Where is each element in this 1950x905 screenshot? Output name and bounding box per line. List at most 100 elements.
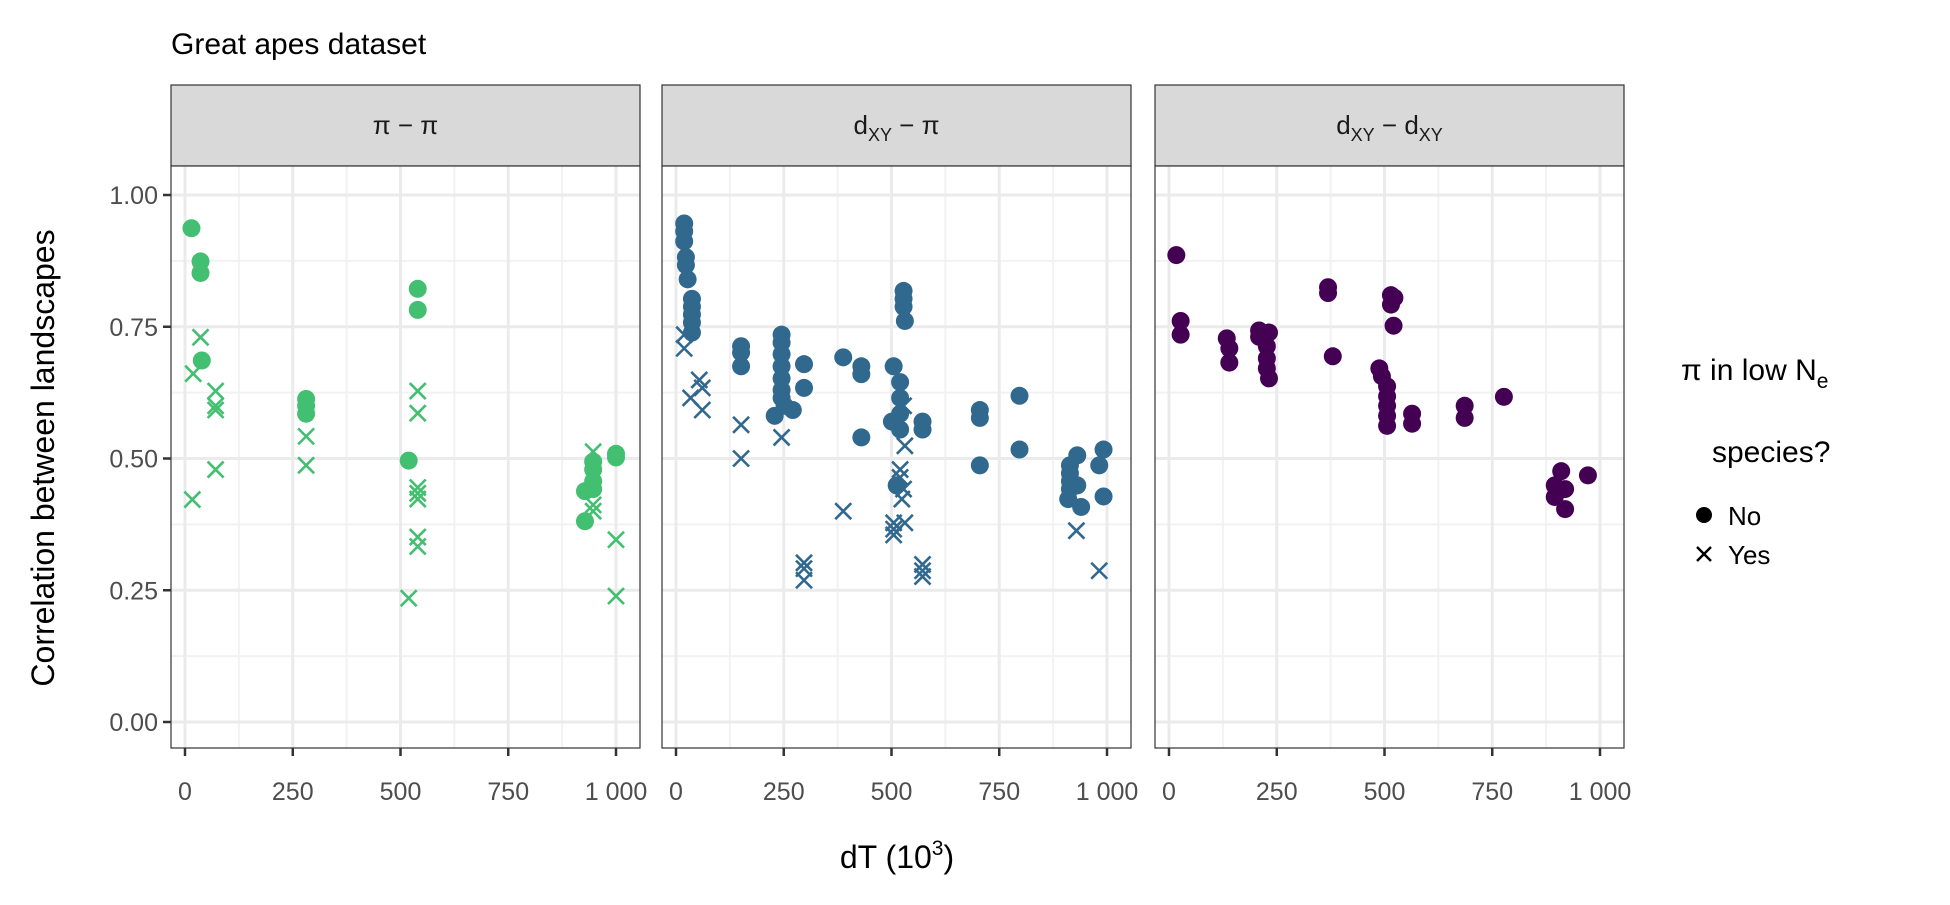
data-point-yes	[891, 460, 910, 479]
data-point-no	[732, 343, 751, 362]
data-point-yes	[206, 396, 225, 415]
x-tick-label: 750	[1471, 778, 1513, 806]
data-point-no	[884, 357, 903, 376]
data-point-yes	[206, 460, 225, 479]
x-tick-label: 250	[272, 778, 314, 806]
data-point-no	[678, 270, 697, 289]
data-point-yes	[408, 404, 427, 423]
x-axis-title-sup: 3	[932, 837, 944, 860]
y-tick-label: 0.75	[109, 314, 158, 342]
data-point-no	[891, 420, 910, 439]
data-point-no	[1090, 456, 1109, 475]
legend-title-main: π in low N	[1681, 354, 1817, 387]
data-point-no	[852, 365, 871, 384]
legend-title-line2: species?	[1712, 436, 1830, 469]
data-point-no	[192, 351, 211, 370]
data-point-yes	[834, 502, 853, 521]
legend-key-cross	[1696, 546, 1712, 562]
data-point-no	[1072, 497, 1091, 516]
data-point-yes	[408, 382, 427, 400]
data-point-yes	[191, 328, 210, 347]
data-point-yes	[891, 468, 910, 487]
data-point-no	[1094, 440, 1113, 459]
panel-border	[1154, 165, 1625, 749]
data-point-no	[1384, 316, 1403, 335]
legend-title-sub: e	[1817, 370, 1829, 393]
data-point-yes	[913, 561, 932, 580]
x-axis-title-main: dT (10	[840, 839, 932, 875]
x-tick-label: 0	[178, 778, 192, 806]
data-point-no	[1068, 476, 1087, 495]
data-point-yes	[732, 415, 751, 434]
data-point-yes	[675, 339, 694, 358]
data-point-no	[891, 388, 910, 407]
data-point-yes	[183, 490, 202, 509]
facet-strip	[661, 84, 1132, 167]
strip-label-text: π − π	[373, 110, 439, 140]
data-point-no	[1059, 490, 1078, 509]
facet-strip	[1154, 84, 1625, 167]
data-point-yes	[408, 537, 427, 556]
data-point-no	[1171, 325, 1190, 344]
data-point-yes	[1067, 521, 1086, 540]
strip-label-text: − π	[892, 110, 940, 140]
x-tick-label: 1 000	[1569, 778, 1632, 806]
data-point-yes	[607, 587, 625, 605]
data-point-no	[1323, 347, 1342, 366]
facet-strip-label: dXY − dXY	[1336, 110, 1443, 145]
data-point-yes	[584, 495, 603, 514]
data-point-no	[795, 355, 814, 374]
legend-label-yes: Yes	[1728, 540, 1770, 570]
data-point-no	[891, 373, 910, 392]
strip-label-subscript: XY	[1351, 125, 1375, 145]
facet-strip-label: π − π	[373, 110, 439, 140]
data-point-yes	[795, 571, 813, 590]
y-tick-label: 0.50	[109, 446, 158, 474]
data-point-no	[1385, 288, 1404, 307]
data-point-no	[795, 378, 814, 397]
data-point-no	[834, 348, 853, 367]
data-point-no	[1010, 440, 1029, 459]
data-point-no	[1378, 416, 1397, 435]
y-axis-title: Correlation between landscapes	[25, 229, 61, 686]
x-tick-label: 0	[1162, 778, 1176, 806]
data-point-yes	[895, 436, 914, 455]
x-axis-title-tail: )	[943, 839, 954, 875]
data-point-no	[408, 279, 427, 298]
chart-title: Great apes dataset	[171, 28, 427, 61]
data-point-yes	[894, 396, 913, 415]
x-axis-title: dT (103)	[840, 837, 954, 875]
data-point-no	[970, 408, 989, 427]
panel-border	[170, 165, 641, 749]
data-point-yes	[772, 428, 791, 447]
facet-strip-label: dXY − π	[853, 110, 939, 145]
data-point-no	[1578, 466, 1597, 485]
data-point-no	[584, 480, 603, 499]
x-tick-label: 250	[763, 778, 805, 806]
data-point-yes	[399, 589, 418, 608]
strip-label-text: d	[1336, 110, 1350, 140]
data-point-yes	[408, 484, 427, 503]
data-point-no	[852, 428, 871, 447]
data-point-no	[1455, 408, 1474, 427]
data-point-yes	[584, 442, 603, 461]
data-point-yes	[884, 520, 903, 539]
data-point-no	[732, 357, 751, 376]
data-point-yes	[607, 530, 625, 549]
facet-panels: π − π 0 250 500 750 1 000 0.00 0.25 0.50 0.75 1.00…	[109, 84, 1632, 806]
data-point-yes	[584, 502, 603, 521]
data-point-yes	[206, 382, 225, 400]
x-tick-label: 1 000	[585, 778, 648, 806]
data-point-yes	[795, 553, 813, 572]
facet-panel-2: dXY − π 0 250 500 750 1 000	[661, 84, 1139, 806]
x-tick-label: 1 000	[1076, 778, 1139, 806]
legend: π in low Ne species? No Yes	[1681, 354, 1830, 570]
data-point-no	[1094, 487, 1113, 506]
data-point-yes	[892, 490, 911, 508]
data-point-no	[675, 232, 694, 251]
data-point-yes	[206, 401, 225, 419]
data-point-no	[1220, 353, 1239, 372]
data-point-no	[607, 448, 625, 467]
